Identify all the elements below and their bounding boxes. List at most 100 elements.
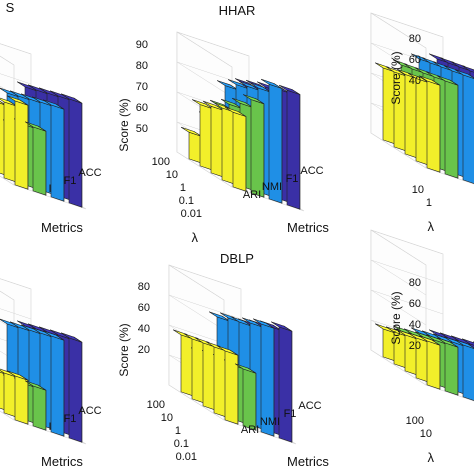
bar-nmi-0 xyxy=(24,121,47,196)
bar-top-face xyxy=(278,84,301,95)
z-axis-label: Score (%) xyxy=(117,323,131,376)
lambda-tick-label: 1 xyxy=(180,182,186,194)
lambda-tick-label: 0.1 xyxy=(174,438,189,450)
metric-tick-label: ARI xyxy=(243,189,261,201)
bar-front-face xyxy=(32,126,47,196)
bar-top-face xyxy=(42,99,65,110)
chart-title: DBLP xyxy=(220,251,254,266)
z-axis-label: Score (%) xyxy=(389,291,403,344)
lambda-axis-label: λ xyxy=(428,450,435,465)
lambda-tick-label: 10 xyxy=(420,428,432,440)
bar-front-face xyxy=(426,340,441,390)
chart-panel-3: Score (%) 80 60 40 101 λ xyxy=(370,12,474,234)
bar-top-face xyxy=(230,316,253,327)
chart-title: S xyxy=(6,0,15,15)
metric-tick-label: ACC xyxy=(78,405,101,417)
bar-top-face xyxy=(208,311,231,322)
bar-top-face xyxy=(202,100,225,111)
bar-top-face xyxy=(227,79,250,90)
metric-tick-label: NMI xyxy=(260,416,280,428)
lambda-tick-label: 100 xyxy=(147,399,165,411)
metrics-axis-label: Metrics xyxy=(41,454,83,469)
chart-title: HHAR xyxy=(219,3,256,18)
bar-top-face xyxy=(220,98,243,109)
bar-top-face xyxy=(242,94,265,105)
bar-acc-0 xyxy=(278,84,301,210)
metric-tick-label: F1 xyxy=(286,173,299,185)
bar-f1-0 xyxy=(42,99,65,202)
metric-tick-label: ARI xyxy=(241,424,259,436)
bar-f1-0 xyxy=(260,78,283,204)
bar-nmi-0 xyxy=(242,94,265,198)
bar-top-face xyxy=(238,80,261,91)
grid-line xyxy=(0,73,32,96)
bar-top-face xyxy=(249,82,272,93)
lambda-tick-label: 1 xyxy=(426,197,432,209)
bar-nmi-0 xyxy=(436,337,459,396)
bar-front-face xyxy=(68,98,83,208)
metric-tick-label: I xyxy=(48,421,51,433)
bar-front-face xyxy=(444,342,459,396)
z-tick-label: 20 xyxy=(138,344,150,356)
bar-ari-0 xyxy=(418,75,441,173)
z-tick-label: 50 xyxy=(136,123,148,135)
z-tick-label: 60 xyxy=(136,102,148,114)
bar-top-face xyxy=(0,101,7,106)
z-tick-label: 80 xyxy=(409,277,421,289)
lambda-axis-label: λ xyxy=(428,219,435,234)
lambda-tick-label: 0.01 xyxy=(176,451,197,463)
bar-top-face xyxy=(191,99,214,110)
bar-top-face xyxy=(60,93,83,104)
bar-front-face xyxy=(68,337,83,443)
bar-nmi-0 xyxy=(234,363,257,431)
metric-tick-label: ACC xyxy=(298,400,321,412)
bar-top-face xyxy=(234,363,257,374)
z-tick-label: 80 xyxy=(409,33,421,45)
z-tick-label: 60 xyxy=(409,298,421,310)
bar-f1-0 xyxy=(454,69,474,184)
bar-f1-0 xyxy=(42,330,65,437)
bar-top-face xyxy=(180,126,203,137)
grid-line xyxy=(370,12,444,49)
z-tick-label: 40 xyxy=(409,319,421,331)
z-axis-label: Score (%) xyxy=(389,51,403,104)
bar-front-face xyxy=(444,80,459,179)
metric-tick-label: I xyxy=(48,183,51,195)
bar-top-face xyxy=(60,332,83,343)
grid-line xyxy=(370,259,444,296)
bar-ari-0 xyxy=(216,345,239,425)
bar-top-face xyxy=(407,73,430,83)
metric-tick-label: NMI xyxy=(262,181,282,193)
bar-top-face xyxy=(454,339,474,349)
bar-top-face xyxy=(216,345,239,356)
bar-top-face xyxy=(436,75,459,86)
bar-top-face xyxy=(224,106,247,117)
metrics-axis-label: Metrics xyxy=(287,220,329,235)
bar-top-face xyxy=(42,330,65,341)
bar-acc-0 xyxy=(60,93,83,208)
bar-top-face xyxy=(252,318,275,329)
bar-top-face xyxy=(461,338,474,346)
bar-top-face xyxy=(231,97,254,108)
bar-ari-0 xyxy=(224,106,247,192)
metrics-axis-label: Metrics xyxy=(287,454,329,469)
bar-ari-1 xyxy=(205,341,228,418)
lambda-axis-label: λ xyxy=(192,230,199,245)
bar-front-face xyxy=(426,80,441,173)
grid-line xyxy=(0,278,32,301)
z-tick-label: 70 xyxy=(136,81,148,93)
grid-line xyxy=(168,294,242,331)
bar-top-face xyxy=(270,321,293,332)
metric-tick-label: F1 xyxy=(64,413,77,425)
bar-top-face xyxy=(0,97,18,107)
bar-acc-0 xyxy=(60,332,83,443)
bar-top-face xyxy=(472,69,474,71)
bar-top-face xyxy=(6,370,29,381)
grid-line xyxy=(168,264,242,301)
bar-top-face xyxy=(241,317,264,328)
